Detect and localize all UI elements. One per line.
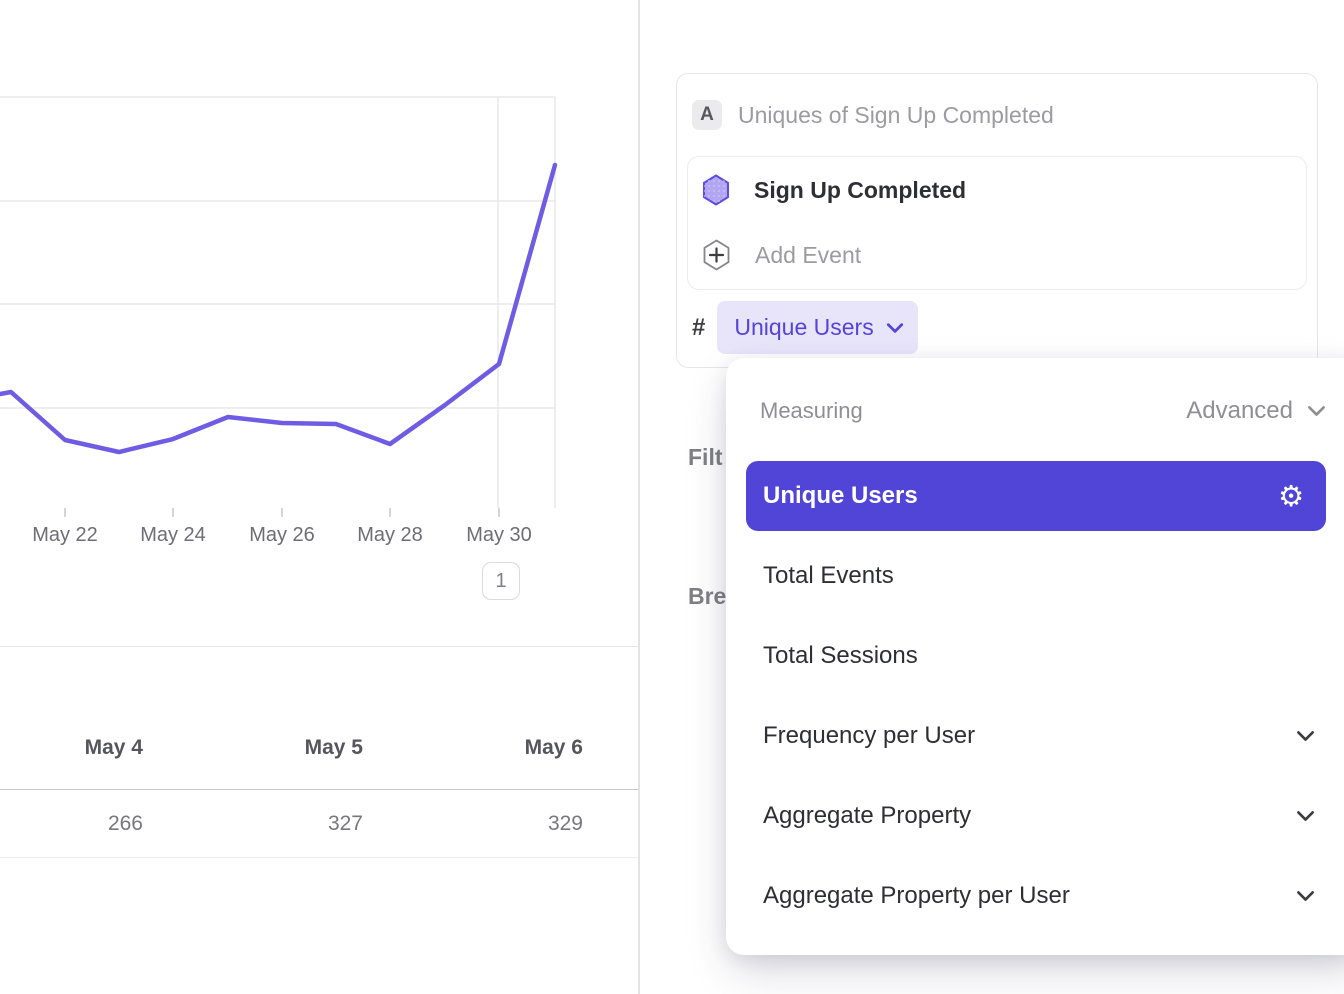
table-cell-value: 266 — [107, 812, 143, 835]
chevron-down-icon — [1296, 890, 1315, 902]
filter-section-label: Filt — [688, 444, 723, 470]
table-column-header: May 5 — [304, 736, 363, 759]
table-header-border — [0, 789, 639, 790]
table-column-header: May 6 — [524, 736, 583, 759]
query-title: Uniques of Sign Up Completed — [738, 102, 1054, 128]
measuring-label: Measuring — [760, 398, 863, 423]
query-row-badge[interactable]: A — [692, 100, 722, 130]
event-row[interactable]: Sign Up Completed — [702, 157, 1282, 223]
dropdown-header: Measuring Advanced — [760, 388, 1326, 434]
menu-item-aggregate-property[interactable]: Aggregate Property — [746, 776, 1326, 856]
breakdown-section-label: Bre — [688, 583, 727, 609]
line-chart[interactable] — [0, 0, 639, 650]
advanced-mode-label: Advanced — [1186, 397, 1293, 424]
event-name: Sign Up Completed — [754, 176, 967, 203]
chart-page-badge[interactable]: 1 — [482, 562, 520, 600]
menu-item-unique-users[interactable]: Unique Users ⚙ — [746, 461, 1326, 531]
event-card: Sign Up Completed Add Event — [687, 156, 1307, 290]
chevron-down-icon — [1296, 810, 1315, 822]
menu-item-total-events[interactable]: Total Events — [746, 536, 1326, 616]
x-axis-label: May 24 — [140, 524, 206, 546]
table-cell-value: 327 — [327, 812, 363, 835]
table-row-border — [0, 857, 639, 858]
measure-hash-icon: # — [692, 313, 706, 341]
unique-users-chip[interactable]: Unique Users — [717, 301, 918, 354]
x-axis-label: May 26 — [249, 524, 315, 546]
measure-row: # Unique Users — [692, 301, 918, 354]
menu-item-label: Total Events — [763, 562, 894, 589]
table-cell-value: 329 — [547, 812, 583, 835]
add-event-button[interactable]: Add Event — [702, 222, 1282, 288]
query-card: A Uniques of Sign Up Completed Sign Up C… — [676, 73, 1318, 368]
chevron-down-icon — [1308, 406, 1325, 416]
menu-item-label: Frequency per User — [763, 722, 976, 749]
add-event-hexagon-plus-icon — [703, 239, 730, 271]
menu-item-frequency-per-user[interactable]: Frequency per User — [746, 696, 1326, 776]
unique-users-chip-label: Unique Users — [734, 314, 874, 340]
gear-icon[interactable]: ⚙ — [1278, 478, 1304, 513]
x-axis-label: May 22 — [32, 524, 98, 546]
event-hexagon-icon — [703, 174, 729, 206]
x-axis-label: May 30 — [466, 524, 532, 546]
menu-item-label: Total Sessions — [763, 642, 918, 669]
menu-item-label: Unique Users — [763, 482, 918, 509]
chevron-down-icon — [886, 322, 903, 333]
menu-item-label: Aggregate Property — [763, 802, 972, 829]
advanced-mode-select[interactable]: Advanced — [1186, 397, 1326, 425]
chevron-down-icon — [1296, 730, 1315, 742]
x-axis-label: May 28 — [357, 524, 423, 546]
chart-table-divider — [0, 646, 639, 647]
table-column-header: May 4 — [84, 736, 143, 759]
menu-item-label: Aggregate Property per User — [763, 882, 1070, 909]
menu-item-aggregate-property-per-user[interactable]: Aggregate Property per User — [746, 856, 1326, 936]
dropdown-menu: Unique Users ⚙ Total Events Total Sessions F… — [746, 456, 1326, 936]
menu-item-total-sessions[interactable]: Total Sessions — [746, 616, 1326, 696]
series-line-sign-up-completed[interactable] — [0, 162, 558, 455]
chart-pane: May 22 May 24 May 26 May 28 May 30 1 May 4 Ma… — [0, 0, 639, 994]
add-event-label: Add Event — [755, 241, 862, 268]
pane-divider — [638, 0, 640, 994]
measuring-dropdown: Measuring Advanced Unique Users ⚙ Total Ev… — [726, 358, 1344, 955]
